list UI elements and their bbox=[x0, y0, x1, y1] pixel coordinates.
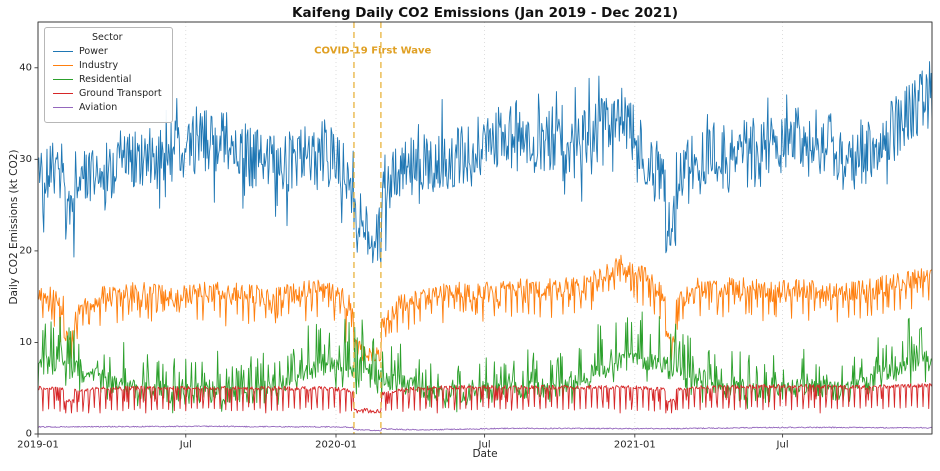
legend-line-swatch bbox=[53, 65, 73, 66]
legend-item-aviation: Aviation bbox=[53, 102, 162, 113]
legend-items: Power Industry Residential Ground Transport… bbox=[53, 46, 162, 113]
legend-line-swatch bbox=[53, 51, 73, 52]
legend-item-label: Industry bbox=[79, 60, 119, 71]
legend-line-swatch bbox=[53, 79, 73, 80]
legend-title: Sector bbox=[92, 32, 123, 43]
legend-item-power: Power bbox=[53, 46, 162, 57]
x-axis-label: Date bbox=[472, 448, 498, 460]
legend-line-swatch bbox=[53, 107, 73, 108]
legend-item-label: Ground Transport bbox=[79, 88, 162, 99]
legend-item-industry: Industry bbox=[53, 60, 162, 71]
chart-title: Kaifeng Daily CO2 Emissions (Jan 2019 - … bbox=[292, 5, 678, 21]
legend-item-residential: Residential bbox=[53, 74, 162, 85]
legend-item-label: Power bbox=[79, 46, 108, 57]
legend-item-label: Aviation bbox=[79, 102, 118, 113]
legend-item-ground-transport: Ground Transport bbox=[53, 88, 162, 99]
legend: Sector Power Industry Residential Ground Tr… bbox=[44, 27, 173, 123]
legend-item-label: Residential bbox=[79, 74, 132, 85]
covid-annotation: COVID-19 First Wave bbox=[314, 45, 432, 57]
y-axis-label: Daily CO2 Emissions (kt CO2) bbox=[8, 149, 20, 305]
legend-line-swatch bbox=[53, 93, 73, 94]
